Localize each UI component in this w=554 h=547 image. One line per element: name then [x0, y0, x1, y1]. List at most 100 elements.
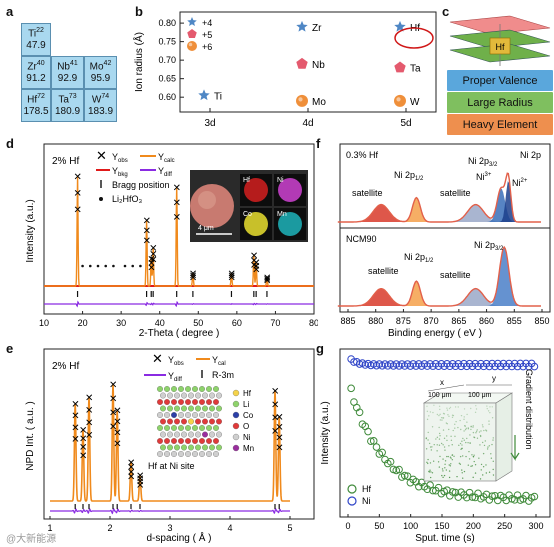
y-axis-label: Intensity (a.u.) [320, 401, 331, 464]
cube-dot [446, 435, 447, 436]
cube-dot [446, 422, 447, 423]
impurity-dot [112, 265, 115, 268]
atom [188, 445, 194, 451]
x-tick-label: 860 [479, 316, 494, 326]
cube-dot [450, 465, 451, 466]
cube-dot [465, 429, 466, 430]
atom [178, 386, 184, 392]
atom [174, 393, 180, 399]
cube-dot [461, 415, 462, 416]
cube-dot [428, 415, 429, 416]
cube-dot [449, 464, 450, 465]
cube-dot [448, 445, 449, 446]
cube-dot [450, 463, 451, 464]
atom [185, 412, 191, 418]
atom [195, 406, 201, 412]
x-tick-label: 50 [374, 521, 384, 531]
sample-label: 2% Hf [52, 156, 79, 167]
atom [188, 432, 194, 438]
cube-dot [427, 439, 428, 440]
cube-dot [439, 438, 440, 439]
cube-dot [444, 449, 445, 450]
cube-dot [488, 424, 489, 425]
y-tick-label: 0.70 [158, 55, 176, 65]
atom [192, 425, 198, 431]
cube-dot [462, 472, 463, 473]
atom [164, 386, 170, 392]
cube-dot [483, 466, 484, 467]
atom [160, 432, 166, 438]
atom-legend-marker [233, 445, 239, 451]
atom [195, 419, 201, 425]
x-axis-label: 2-Theta ( degree ) [139, 328, 220, 339]
atom [167, 419, 173, 425]
cell-hf: Hf72 178.5 [21, 89, 51, 122]
obs-marker: ✕ [71, 411, 79, 422]
cube-dot [470, 408, 471, 409]
obs-marker: ✕ [74, 205, 82, 216]
atom-legend-label: O [243, 422, 249, 431]
cube-dot [468, 464, 469, 465]
atom [216, 393, 222, 399]
cube-dot [491, 444, 492, 445]
cube-dot [428, 471, 429, 472]
atom [199, 399, 205, 405]
atom [178, 438, 184, 444]
impurity-dot [104, 265, 107, 268]
cube-dot [430, 477, 431, 478]
val: 91.2 [26, 73, 45, 84]
atom [192, 386, 198, 392]
atom [202, 406, 208, 412]
point-label-nb: Nb [312, 60, 325, 71]
cube-dot [435, 438, 436, 439]
proper-valence-bar: Proper Valence [447, 70, 553, 91]
cube-dot [491, 458, 492, 459]
atom [213, 412, 219, 418]
x-tick-label: 40 [155, 318, 165, 328]
point-label-ti: Ti [214, 91, 222, 102]
obs-marker: ✕ [173, 198, 181, 209]
cell-ta: Ta73 180.9 [51, 89, 84, 122]
atom [199, 412, 205, 418]
y-axis-label: Ion radius (Å) [132, 32, 145, 92]
cube-dot [444, 446, 445, 447]
cube-dot [429, 469, 430, 470]
cube-dot [430, 446, 431, 447]
cube-dot [475, 405, 476, 406]
cube-dot [441, 443, 442, 444]
legend-hf: Hf [362, 484, 371, 494]
atom [206, 399, 212, 405]
atom [202, 432, 208, 438]
x-tick-label: 30 [116, 318, 126, 328]
x-axis-label: d-spacing ( Å ) [146, 531, 211, 544]
cube-dot [432, 412, 433, 413]
cube-dot [442, 458, 443, 459]
cube-dot [461, 441, 462, 442]
y-tick-label: 0.80 [158, 18, 176, 28]
x-tick-label: 100 [403, 521, 418, 531]
cube-dot [466, 421, 467, 422]
cube-dot [487, 446, 488, 447]
cell-nb: Nb41 92.9 [51, 56, 84, 89]
sample-label: 2% Hf [52, 361, 79, 372]
cube-dot [480, 430, 481, 431]
obs-marker: ✕ [109, 380, 117, 391]
sat-3: satellite [368, 266, 399, 276]
atom-legend-label: Hf [243, 389, 252, 398]
cube-dot [430, 462, 431, 463]
cube-dot [449, 470, 450, 471]
map-ni: Ni [277, 177, 284, 184]
eds-inset: Hf Ni Co Mn 4 μm [190, 170, 308, 242]
cube-dot [447, 409, 448, 410]
cube-dot [476, 408, 477, 409]
cube-dot [473, 425, 474, 426]
cube-dot [477, 438, 478, 439]
cube-dot [439, 466, 440, 467]
cube-dot [449, 408, 450, 409]
map-hf: Hf [243, 177, 250, 184]
cube-dot [455, 421, 456, 422]
cube-dot [442, 444, 443, 445]
cube-dot [482, 474, 483, 475]
obs-marker: ✕ [271, 400, 279, 411]
atom [160, 393, 166, 399]
